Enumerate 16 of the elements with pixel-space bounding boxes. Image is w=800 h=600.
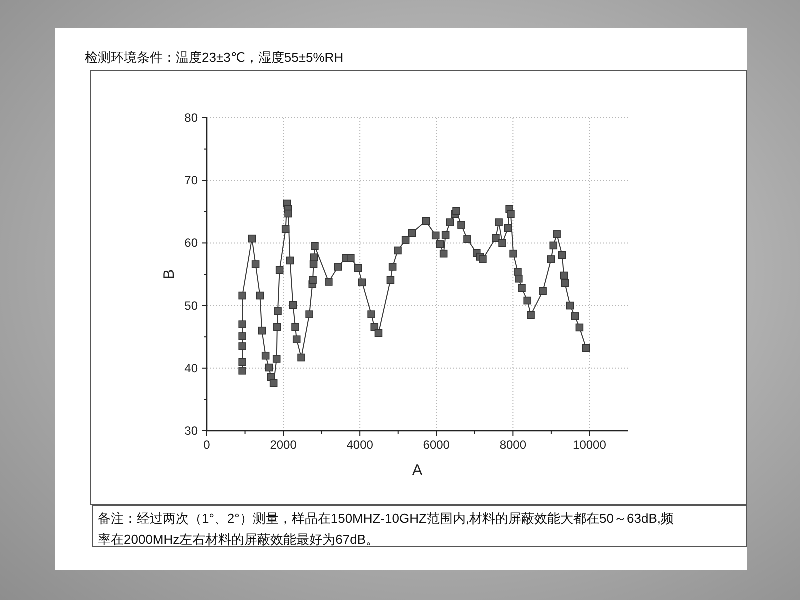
y-tick-label: 60 bbox=[184, 236, 198, 250]
y-tick-label: 50 bbox=[184, 298, 198, 313]
y-tick-label: 80 bbox=[184, 111, 198, 125]
y-tick-label: 40 bbox=[184, 361, 198, 376]
y-tick-label: 70 bbox=[184, 174, 198, 188]
y-tick-label: 30 bbox=[184, 424, 198, 438]
x-tick-label: 2000 bbox=[270, 438, 298, 452]
x-tick-label: 8000 bbox=[500, 438, 527, 452]
text: 备注：经过两次（1°、2°）测量，样品在150MHZ-10GHZ范围内,材料的屏蔽效能大都在50～63dB,频率在2000MHz左右材料的屏蔽效能最好为67dB。 bbox=[98, 510, 675, 549]
y-axis-title: B bbox=[161, 269, 178, 280]
x-tick-label: 0 bbox=[204, 438, 211, 452]
x-tick-label: 6000 bbox=[423, 438, 450, 452]
x-tick-label: 4000 bbox=[346, 438, 374, 452]
chart-title: 检测环境条件：温度23±3℃，湿度55±5%RH bbox=[85, 50, 344, 65]
x-tick-label: 10000 bbox=[573, 438, 607, 452]
x-axis-title: A bbox=[412, 462, 423, 479]
